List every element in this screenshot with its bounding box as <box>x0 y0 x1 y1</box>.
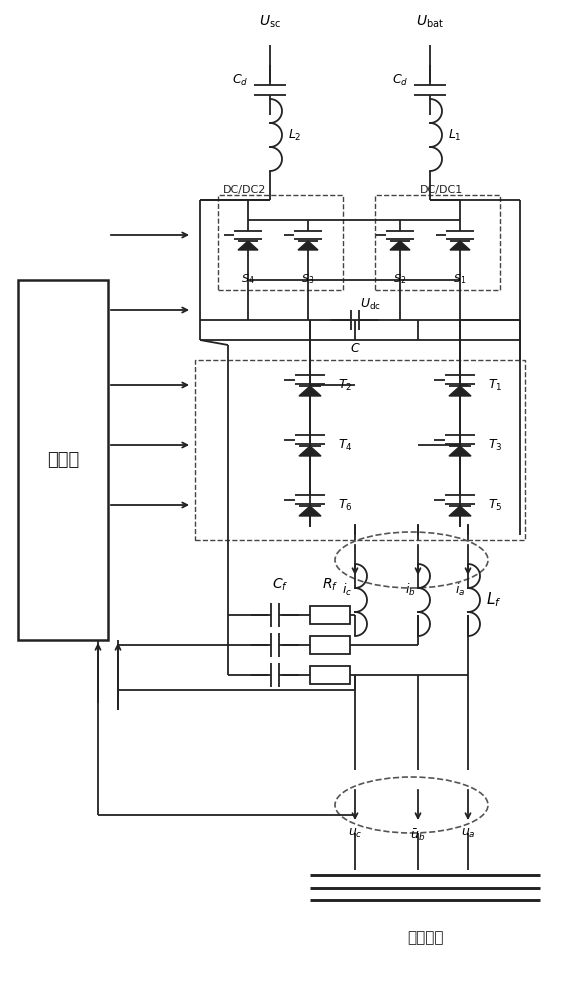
Bar <box>218 195 343 290</box>
Text: $U_{\rm sc}$: $U_{\rm sc}$ <box>259 14 281 30</box>
Text: $T_1$: $T_1$ <box>488 377 503 393</box>
Text: $T_5$: $T_5$ <box>488 497 503 513</box>
Text: $L_2$: $L_2$ <box>288 127 302 143</box>
Bar <box>375 195 500 290</box>
Text: DC/DC2: DC/DC2 <box>223 185 266 195</box>
Text: DC/DC1: DC/DC1 <box>420 185 463 195</box>
Text: $T_3$: $T_3$ <box>488 437 503 453</box>
Text: $S_4$: $S_4$ <box>241 272 255 286</box>
Text: $T_4$: $T_4$ <box>338 437 353 453</box>
Text: $S_1$: $S_1$ <box>453 272 467 286</box>
Polygon shape <box>299 506 321 516</box>
Text: $R_f$: $R_f$ <box>322 577 338 593</box>
Text: $L_1$: $L_1$ <box>448 127 461 143</box>
Polygon shape <box>449 386 471 396</box>
Text: $L_f$: $L_f$ <box>486 591 501 609</box>
Text: $\bar{u}_b$: $\bar{u}_b$ <box>411 827 426 843</box>
Text: $T_6$: $T_6$ <box>338 497 353 513</box>
Text: $i_a$: $i_a$ <box>455 582 465 598</box>
Text: $i_b$: $i_b$ <box>405 582 415 598</box>
Text: $U_{\rm bat}$: $U_{\rm bat}$ <box>416 14 444 30</box>
Text: $C$: $C$ <box>350 342 360 355</box>
Polygon shape <box>449 446 471 456</box>
Text: 控制器: 控制器 <box>47 451 79 469</box>
Polygon shape <box>450 241 470 250</box>
Polygon shape <box>449 506 471 516</box>
Text: $C_d$: $C_d$ <box>391 72 408 88</box>
Polygon shape <box>299 446 321 456</box>
Text: $U_{\rm dc}$: $U_{\rm dc}$ <box>360 297 381 312</box>
Text: $i_c$: $i_c$ <box>342 582 352 598</box>
Text: $C_f$: $C_f$ <box>272 577 288 593</box>
Bar <box>195 360 525 540</box>
Text: $T_2$: $T_2$ <box>338 377 352 393</box>
Bar <box>18 280 108 640</box>
Bar <box>310 666 350 684</box>
Text: $u_c$: $u_c$ <box>348 827 362 840</box>
Polygon shape <box>238 241 258 250</box>
Text: $S_3$: $S_3$ <box>301 272 314 286</box>
Polygon shape <box>298 241 318 250</box>
Polygon shape <box>390 241 410 250</box>
Text: 微网馈线: 微网馈线 <box>407 930 444 945</box>
Bar <box>310 606 350 624</box>
Text: $C_d$: $C_d$ <box>232 72 248 88</box>
Text: $u_a$: $u_a$ <box>461 827 475 840</box>
Text: $S_2$: $S_2$ <box>393 272 406 286</box>
Bar <box>310 636 350 654</box>
Polygon shape <box>299 386 321 396</box>
